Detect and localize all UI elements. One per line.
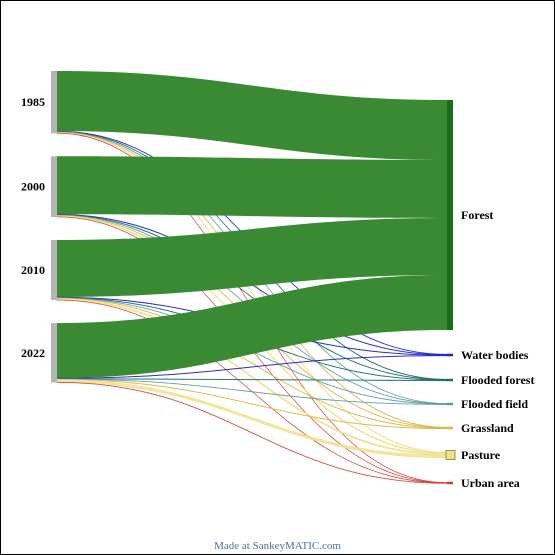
source-label-2022: 2022 [21,346,45,360]
source-label-2010: 2010 [21,263,45,277]
target-node-forest [447,100,453,330]
target-node-water-bodies [447,353,453,357]
label-layer: 1985 2000 2010 2022 Forest Water bodies Floode… [21,95,534,490]
flow-2022-to-forest [57,275,447,379]
target-label-pasture: Pasture [461,448,501,462]
flow-2010-to-forest [57,218,447,297]
target-node-flooded-field [447,402,453,406]
target-node-pasture [445,450,456,460]
source-label-1985: 1985 [21,95,45,109]
target-node-urban-area [447,481,453,485]
source-node-2000 [51,156,57,217]
sankeymatic-credit[interactable]: Made at SankeyMATIC.com [214,540,341,552]
node-layer [51,71,456,485]
flow-1985-to-forest [57,71,447,160]
target-label-flooded-forest: Flooded forest [461,373,534,387]
target-label-forest: Forest [461,208,493,222]
source-label-2000: 2000 [21,180,45,194]
target-node-flooded-forest [447,378,453,382]
source-node-1985 [51,71,57,134]
source-node-2022 [51,323,57,383]
target-label-urban-area: Urban area [461,476,520,490]
flow-2000-to-forest [57,156,447,218]
target-label-water-bodies: Water bodies [461,348,529,362]
target-node-grassland [447,426,453,430]
flow-layer [56,71,448,484]
target-label-grassland: Grassland [461,421,514,435]
target-label-flooded-field: Flooded field [461,397,528,411]
source-node-2010 [51,240,57,301]
